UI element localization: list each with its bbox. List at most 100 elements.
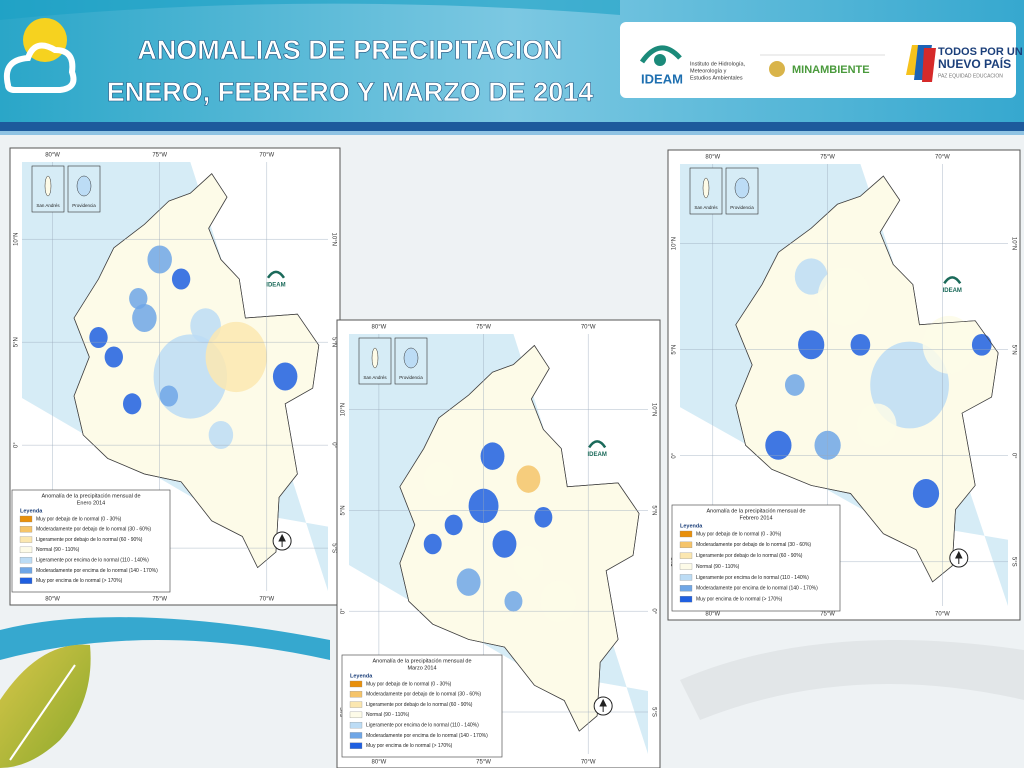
legend-swatch [349, 742, 363, 749]
anomaly-zone [794, 258, 828, 295]
anomaly-zone [122, 393, 142, 415]
lat-label: 5°S [330, 543, 336, 553]
ideam-map-logo-text: IDEAM [587, 452, 606, 458]
lon-label: 75°W [152, 153, 167, 159]
lat-label: 0° [650, 608, 656, 614]
anomaly-zone [89, 326, 108, 349]
ideam-logo-dot [654, 54, 666, 66]
anomaly-zone [971, 333, 992, 356]
legend-heading: Leyenda [350, 673, 373, 679]
lat-label: 5°N [330, 337, 336, 347]
legend-title: Anomalía de la precipitación mensual de [706, 508, 805, 514]
lat-label: 0° [672, 452, 678, 458]
anomaly-zone [272, 362, 298, 391]
inset-label: Providencia [730, 205, 754, 210]
legend-swatch [19, 577, 33, 584]
lon-label: 75°W [820, 155, 835, 161]
legend-label: Muy por debajo de lo normal (0 - 30%) [36, 516, 122, 522]
anomaly-zone [857, 403, 897, 447]
anomaly-zone [456, 568, 481, 596]
inset-label: Providencia [399, 375, 423, 380]
anomaly-zone [492, 530, 517, 558]
ideam-map-logo [943, 276, 962, 285]
legend-swatch [19, 515, 33, 523]
legend-swatch [349, 691, 363, 698]
minambiente-logo-text: MINAMBIENTE [792, 64, 870, 76]
legend-label: Muy por encima de lo normal (> 170%) [36, 578, 123, 584]
ideam-logo-subtitle: Meteorología y [690, 68, 727, 74]
lat-label: 10°N [672, 237, 678, 250]
anomaly-zone [534, 506, 553, 528]
anomaly-zone [104, 346, 123, 368]
legend-swatch [19, 526, 33, 533]
legend-title: Febrero 2014 [739, 515, 772, 521]
inset-label: San Andrés [694, 205, 718, 210]
todos-logo-mark [922, 48, 936, 82]
neighbor-land [22, 162, 328, 591]
legend-swatch [679, 563, 693, 570]
legend-label: Ligeramente por encima de lo normal (110… [36, 557, 149, 563]
anomaly-zone [513, 545, 544, 581]
inset-label: San Andrés [363, 375, 387, 380]
title-line: ENERO, FEBRERO Y MARZO DE 2014 [107, 77, 594, 107]
legend-label: Moderadamente por debajo de lo normal (3… [36, 527, 151, 533]
legend-heading: Leyenda [680, 523, 703, 529]
lon-label: 75°W [820, 612, 835, 618]
lon-label: 80°W [372, 760, 387, 766]
footer-swoosh [0, 617, 330, 660]
inset-island [702, 177, 710, 199]
lon-label: 70°W [259, 597, 274, 603]
lon-label: 80°W [45, 597, 60, 603]
leaf-vein [9, 664, 76, 761]
legend-swatch [679, 595, 693, 603]
lat-label: 0° [330, 442, 336, 448]
legend-swatch [679, 541, 693, 549]
lon-label: 70°W [259, 153, 274, 159]
north-arrow-head [954, 550, 963, 564]
legend-heading: Leyenda [20, 508, 43, 514]
lon-label: 80°W [45, 153, 60, 159]
anomaly-zone [765, 430, 792, 460]
legend-swatch [679, 574, 693, 581]
legend-swatch [679, 552, 693, 559]
lat-label: 5°S [650, 707, 656, 717]
legend-swatch [349, 711, 363, 719]
lat-label: 0° [341, 608, 347, 614]
legend-swatch [19, 556, 33, 564]
anomaly-zone [171, 268, 191, 290]
anomaly-zone [208, 420, 234, 450]
anomaly-zone [516, 465, 541, 493]
lat-label: 5°N [672, 345, 678, 355]
anomaly-zone [423, 533, 442, 555]
legend-swatch [19, 546, 33, 554]
inset-island [734, 177, 750, 199]
inset-label: Providencia [72, 203, 96, 208]
anomaly-zone [159, 385, 179, 407]
legend-label: Moderadamente por debajo de lo normal (3… [366, 692, 481, 698]
anomaly-zone [817, 267, 871, 326]
legend-title: Marzo 2014 [407, 665, 436, 671]
anomaly-zone [540, 580, 577, 622]
ideam-logo-text: IDEAM [641, 71, 683, 86]
inset-island [403, 347, 419, 369]
lon-label: 75°W [476, 760, 491, 766]
anomaly-zone [480, 442, 505, 470]
legend-swatch [349, 680, 363, 688]
anomaly-zone [129, 287, 148, 310]
anomaly-zone [922, 315, 976, 374]
legend-box [11, 489, 171, 593]
legend-label: Ligeramente por encima de lo normal (110… [696, 575, 809, 581]
legend-label: Muy por debajo de lo normal (0 - 30%) [366, 681, 452, 687]
minambiente-shield [769, 61, 785, 77]
legend-label: Moderadamente por encima de lo normal (1… [366, 733, 488, 739]
map-panel: 80°W 80°W 75°W 75°W 70°W 70°W 10°N 10°N 5°N 5°N 0°… [9, 147, 341, 606]
header-bar [0, 122, 1024, 131]
ideam-map-logo [266, 270, 286, 279]
lon-label: 75°W [152, 597, 167, 603]
map-panel: 80°W 80°W 75°W 75°W 70°W 70°W 10°N 10°N 5°N 5°N 0°… [336, 319, 661, 768]
neighbor-land [680, 164, 1008, 606]
legend-swatch [679, 585, 693, 592]
inset-island [76, 175, 92, 197]
legend-label: Ligeramente por debajo de lo normal (60 … [696, 553, 803, 559]
